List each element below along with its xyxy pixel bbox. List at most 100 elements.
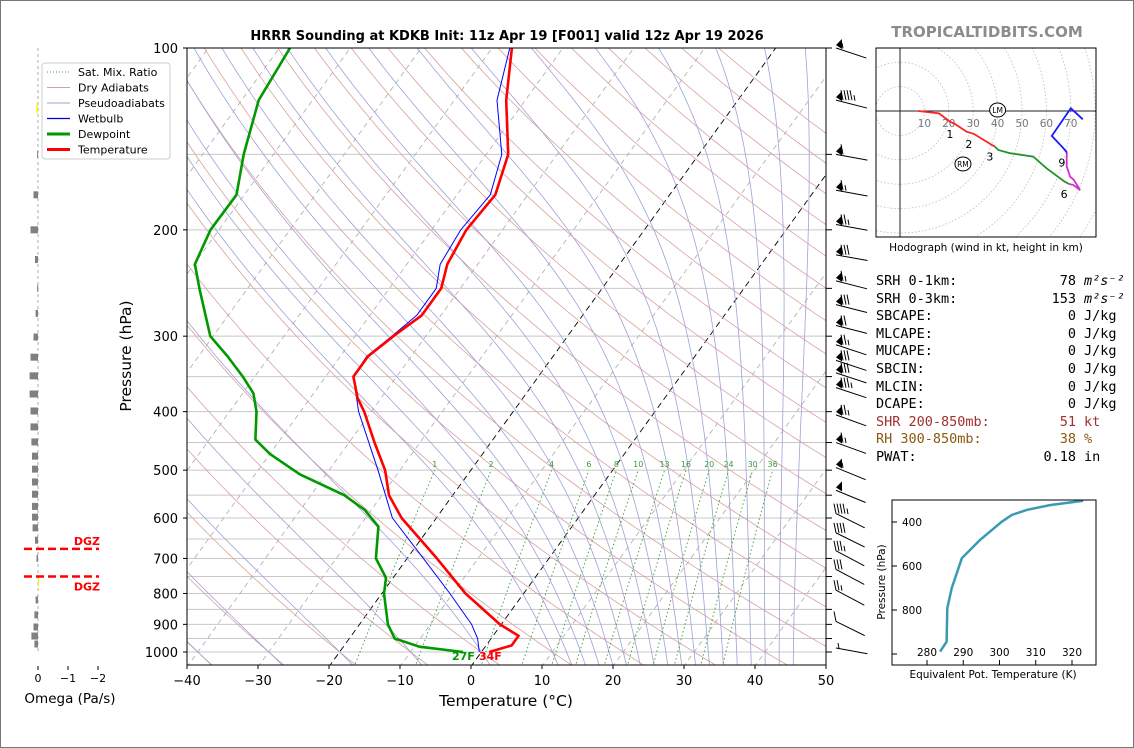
dewpoint-line (193, 48, 464, 654)
x-tick-label: −10 (386, 674, 413, 689)
moist-adiabat (764, 48, 785, 665)
barb-flag (836, 405, 842, 416)
mixing-ratio-labels: 1 2 4 6 8 10 13 16 20 24 30 36 (432, 460, 778, 469)
mixing-ratio-label: 6 (586, 460, 591, 469)
isotherm (329, 48, 777, 665)
barb-flag (836, 181, 842, 192)
moist-adiabat (187, 79, 600, 665)
barb-full (836, 580, 840, 591)
barb-flag (836, 145, 842, 156)
stat-unit: J/kg (1084, 343, 1117, 360)
hodograph-height-label: 3 (986, 151, 993, 164)
stat-row: MLCAPE: 0 J/kg (876, 326, 1125, 344)
wind-barb (835, 294, 868, 314)
wind-barb (835, 39, 867, 59)
barb-flag (836, 351, 842, 362)
x-tick-label: 50 (818, 674, 835, 689)
wind-barb (835, 481, 866, 503)
stat-unit: % (1084, 431, 1093, 448)
barb-flag (836, 245, 842, 256)
omega-tick-label: −2 (90, 672, 106, 685)
stat-row: MUCAPE: 0 J/kg (876, 343, 1125, 361)
moist-adiabat (187, 417, 423, 665)
barb-staff (835, 532, 865, 548)
barb-half (847, 219, 850, 226)
y-tick-label: 900 (153, 618, 178, 633)
isotherm (187, 48, 422, 374)
barb-staff (835, 280, 868, 290)
barb-staff (835, 467, 866, 481)
theta-e-xtick-label: 310 (1026, 647, 1046, 659)
barb-staff (835, 589, 865, 606)
barb-staff (835, 344, 867, 356)
stat-unit: J/kg (1084, 378, 1117, 395)
y-axis-label: Pressure (hPa) (117, 300, 135, 411)
barb-half (847, 409, 850, 416)
dry-adiabat (187, 324, 573, 665)
theta-e-frame (891, 499, 1097, 666)
y-tick-label: 700 (153, 552, 178, 567)
omega-bar (35, 309, 38, 317)
barb-half (837, 642, 840, 649)
barb-full (840, 362, 844, 373)
wind-barb (835, 334, 867, 356)
omega-bar (34, 640, 38, 648)
barb-staff (835, 414, 867, 427)
barb-staff (835, 442, 867, 454)
dry-adiabat (277, 48, 826, 531)
moist-adiabat (221, 48, 627, 665)
wind-barb (835, 214, 868, 231)
barb-flag (836, 363, 842, 374)
barb-full (843, 294, 847, 305)
barb-flag (836, 215, 842, 226)
stat-row: SBCAPE: 0 J/kg (876, 308, 1125, 326)
barb-staff (835, 189, 868, 197)
barb-full (842, 503, 846, 514)
omega-panel: 0 −1 −2 DGZ DGZ (24, 48, 106, 685)
wind-barb (835, 642, 868, 655)
barb-flag (836, 295, 842, 306)
mixing-ratio-label: 16 (681, 460, 691, 469)
stat-value: 0 (1067, 343, 1076, 360)
hodograph-height-label: 2 (965, 138, 972, 151)
skewt-axes (186, 47, 827, 666)
storm-motion-label: RM (957, 160, 969, 169)
stat-row: PWAT: 0.18 in (876, 449, 1125, 467)
dry-adiabat (187, 202, 717, 665)
isotherm (400, 75, 826, 665)
omega-bar (33, 191, 38, 199)
hodograph-segment (994, 145, 1070, 185)
wind-barb (833, 580, 865, 606)
dry-adiabat (497, 48, 826, 322)
stat-unit: kt (1084, 413, 1101, 430)
stat-label: SHR 200-850mb: (876, 413, 990, 430)
stat-label: MLCIN: (876, 378, 925, 395)
stat-label: PWAT: (876, 448, 917, 465)
barb-full (849, 90, 853, 101)
mixing-ratio-line (673, 470, 730, 665)
barb-full (840, 180, 844, 191)
legend-items: Sat. Mix. Ratio Dry Adiabats Pseudoadiabat… (47, 66, 165, 157)
omega-bar (38, 576, 39, 587)
theta-e-xtick-label: 320 (1062, 647, 1082, 659)
surface-dewpoint-label: 27F (452, 650, 475, 663)
isotherm (187, 48, 493, 472)
omega-axis-label: Omega (Pa/s) (24, 691, 115, 707)
barb-staff (835, 513, 865, 529)
omega-bar (32, 478, 38, 486)
isotherm (187, 48, 635, 665)
moist-adiabat (715, 48, 766, 665)
storm-motion-marker (954, 156, 972, 172)
x-tick-label: −30 (244, 674, 271, 689)
barb-full (840, 315, 844, 326)
dry-adiabat (314, 48, 826, 495)
barb-half (846, 508, 849, 515)
wind-barb (835, 144, 868, 161)
theta-e-line (939, 500, 1084, 653)
storm-motion-marker (989, 102, 1007, 118)
isotherm (471, 173, 826, 665)
mixing-ratio-label: 20 (704, 460, 714, 469)
moist-adiabat (530, 48, 724, 665)
omega-bar (30, 226, 38, 234)
